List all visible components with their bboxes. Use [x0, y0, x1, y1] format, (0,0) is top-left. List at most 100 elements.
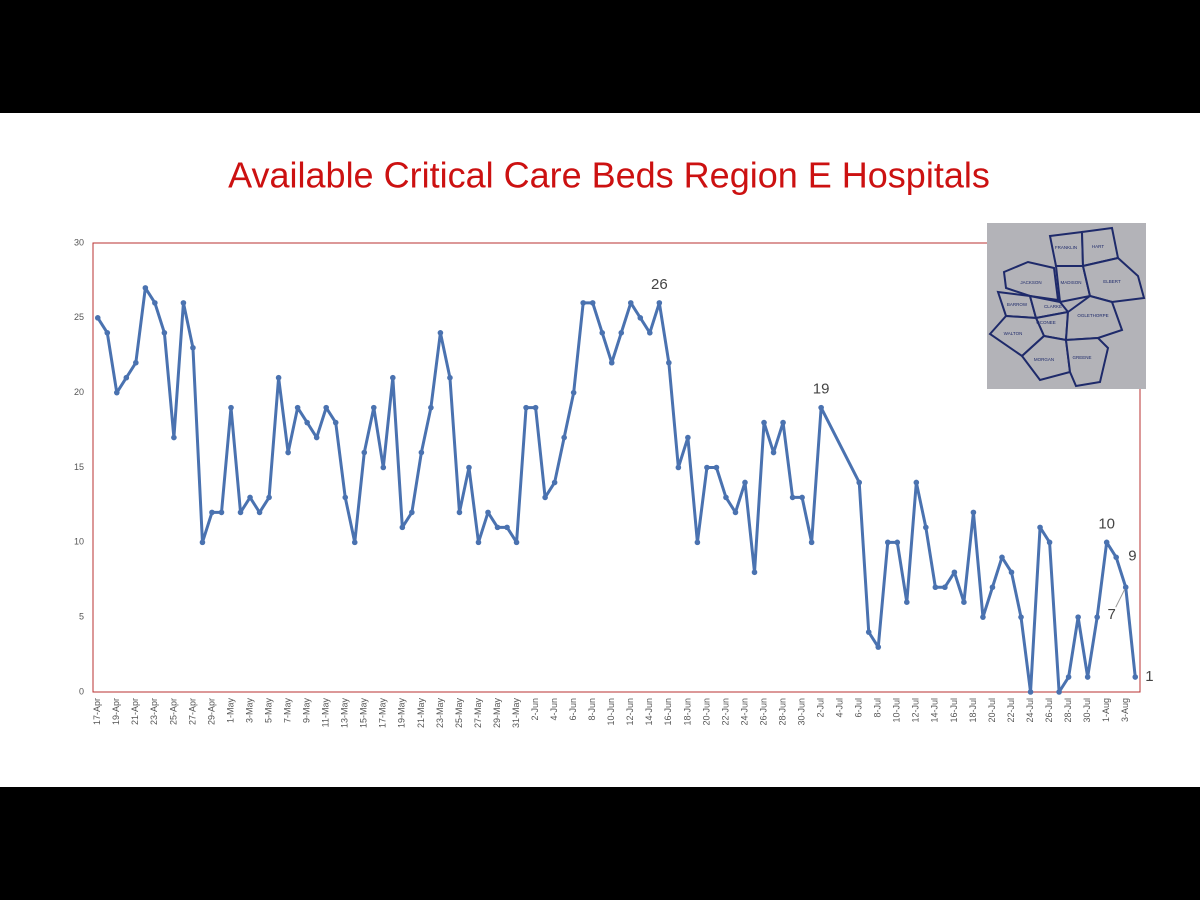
point	[618, 330, 625, 336]
x-tick-label: 30-Jun	[796, 698, 806, 726]
x-tick-label: 28-Jul	[1063, 698, 1073, 723]
point	[551, 479, 558, 486]
x-tick-label: 18-Jul	[968, 698, 978, 723]
point	[1132, 674, 1139, 680]
x-tick-label: 28-Jun	[777, 698, 787, 726]
x-tick-label: 16-Jul	[949, 698, 959, 723]
point	[818, 404, 824, 411]
point	[447, 374, 453, 381]
point	[523, 404, 529, 411]
point	[256, 509, 263, 516]
y-tick-label: 20	[74, 387, 84, 397]
point	[409, 509, 415, 516]
x-tick-label: 8-Jun	[587, 698, 597, 721]
point	[961, 599, 967, 605]
x-tick-label: 23-May	[435, 698, 445, 729]
point	[970, 509, 977, 516]
x-tick-label: 3-Aug	[1120, 698, 1130, 722]
point	[608, 359, 615, 366]
point	[856, 479, 863, 486]
point	[180, 300, 187, 306]
x-tick-label: 18-Jun	[682, 698, 692, 726]
point	[951, 569, 958, 576]
x-tick-label: 22-Jul	[1006, 698, 1016, 723]
point	[989, 584, 996, 591]
x-tick-label: 1-May	[225, 698, 235, 724]
point	[904, 599, 910, 605]
y-tick-label: 5	[79, 612, 84, 622]
point	[1075, 614, 1081, 620]
x-tick-label: 14-Jun	[644, 698, 654, 726]
point	[884, 539, 891, 546]
point	[1094, 614, 1100, 620]
map-label: ELBERT	[1103, 279, 1121, 284]
point	[761, 419, 767, 426]
map-label: BARROW	[1007, 302, 1028, 307]
point	[380, 464, 387, 471]
point	[209, 509, 215, 516]
map-label: GREENE	[1072, 355, 1091, 360]
x-tick-label: 26-Jun	[758, 698, 768, 726]
data-label: 19	[813, 381, 830, 398]
map-label: MADISON	[1060, 280, 1081, 285]
point	[285, 449, 291, 456]
point	[304, 419, 310, 426]
x-tick-label: 20-Jun	[701, 698, 711, 726]
point	[942, 584, 948, 591]
x-tick-label: 30-Jul	[1082, 698, 1092, 723]
point	[923, 524, 929, 531]
x-tick-label: 22-Jun	[720, 698, 730, 726]
x-tick-label: 17-Apr	[92, 698, 102, 725]
point	[428, 404, 434, 411]
chart-title: Available Critical Care Beds Region E Ho…	[228, 155, 990, 196]
x-tick-label: 6-Jun	[568, 698, 578, 721]
point	[561, 434, 567, 441]
point	[704, 464, 710, 471]
x-tick-label: 4-Jun	[549, 698, 559, 721]
point	[1122, 584, 1129, 591]
county	[988, 314, 1046, 358]
point	[294, 404, 301, 411]
x-tick-label: 12-Jul	[911, 698, 921, 723]
data-label: 10	[1098, 515, 1115, 532]
point	[237, 509, 244, 516]
label-leader	[1115, 589, 1126, 608]
point	[247, 494, 253, 501]
point	[627, 300, 634, 306]
point	[589, 300, 596, 306]
plot-frame	[92, 242, 1141, 693]
point	[466, 464, 472, 471]
x-tick-label: 25-May	[454, 698, 464, 729]
point	[656, 300, 663, 306]
point	[742, 479, 748, 486]
point	[228, 404, 234, 411]
point	[637, 315, 644, 321]
x-tick-label: 27-May	[473, 698, 483, 729]
point	[932, 584, 939, 591]
y-tick-label: 0	[79, 686, 84, 696]
x-tick-label: 25-Apr	[168, 698, 178, 725]
x-tick-label: 24-Jul	[1025, 698, 1035, 723]
point	[1027, 689, 1034, 695]
point	[675, 464, 682, 471]
x-tick-label: 21-May	[416, 698, 426, 729]
point	[732, 509, 739, 516]
point	[133, 359, 139, 366]
point	[980, 614, 986, 620]
point	[218, 509, 225, 516]
y-tick-label: 15	[74, 462, 84, 472]
x-tick-label: 2-Jun	[530, 698, 540, 721]
point	[370, 404, 377, 411]
point	[104, 330, 111, 336]
bottom-band	[0, 787, 1200, 900]
county	[1002, 260, 1060, 302]
x-tick-label: 16-Jun	[663, 698, 673, 726]
x-tick-label: 5-May	[263, 698, 273, 724]
point	[865, 629, 872, 635]
point	[580, 300, 586, 306]
point	[1037, 524, 1043, 531]
point	[1008, 569, 1015, 576]
point	[390, 374, 396, 381]
x-tick-label: 23-Apr	[149, 698, 159, 725]
